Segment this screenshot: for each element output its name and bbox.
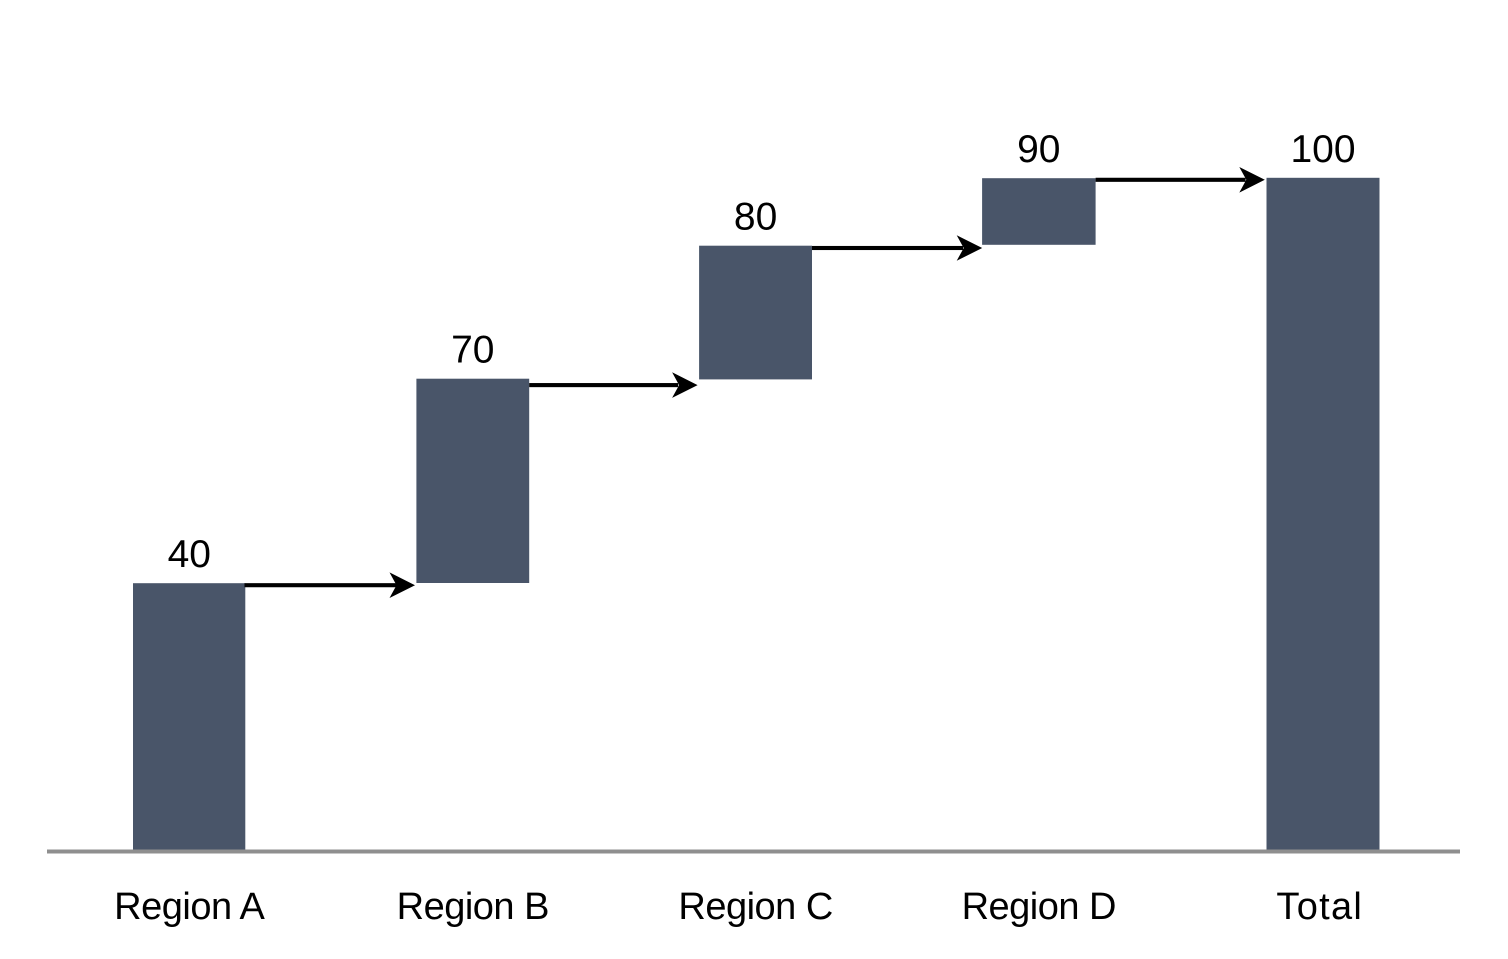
svg-text:70: 70 bbox=[451, 329, 494, 372]
svg-text:Region B: Region B bbox=[397, 886, 549, 928]
svg-text:Region A: Region A bbox=[114, 886, 265, 928]
svg-text:100: 100 bbox=[1290, 128, 1355, 171]
svg-text:90: 90 bbox=[1017, 128, 1060, 171]
svg-text:40: 40 bbox=[168, 533, 211, 576]
svg-text:Region D: Region D bbox=[962, 886, 1116, 928]
svg-text:Total: Total bbox=[1276, 886, 1363, 928]
svg-text:80: 80 bbox=[734, 196, 777, 239]
svg-text:Region C: Region C bbox=[678, 886, 832, 928]
